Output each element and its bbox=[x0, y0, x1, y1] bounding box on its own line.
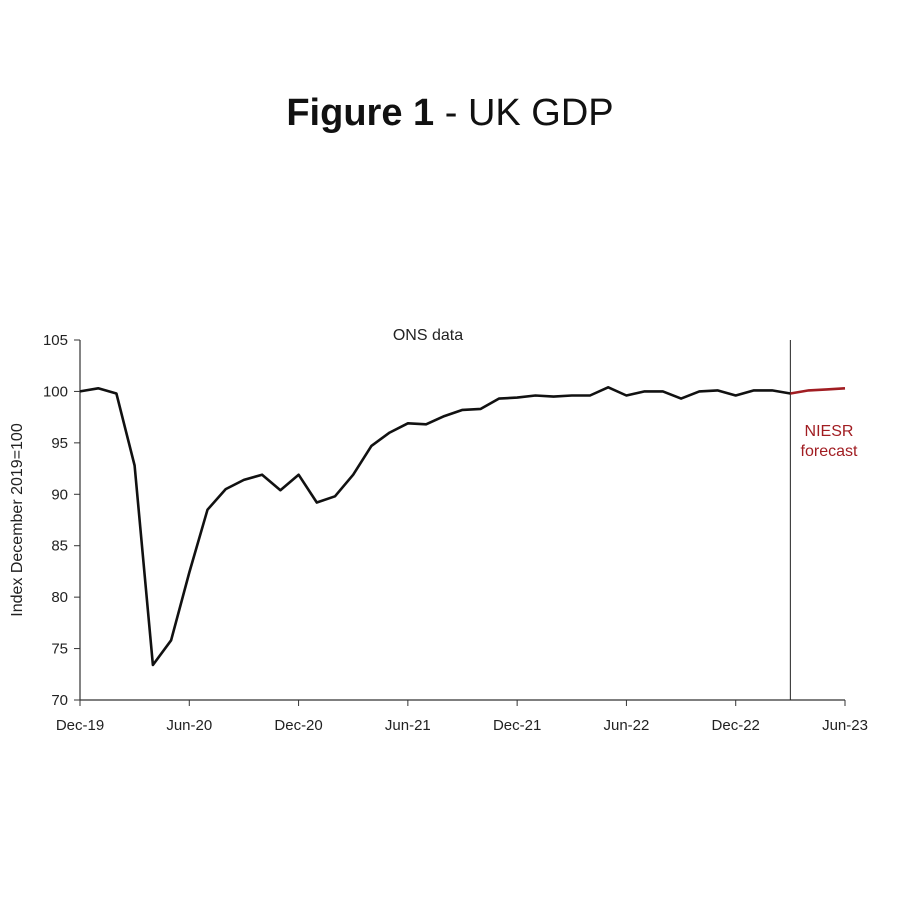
x-axis: Dec-19 Jun-20 Dec-20 Jun-21 Dec-21 Jun-22 Dec-… bbox=[56, 699, 868, 734]
annotation-forecast-line1: NIESR bbox=[805, 423, 854, 440]
y-tick-label: 90 bbox=[51, 486, 68, 503]
figure-title-text: UK GDP bbox=[467, 92, 614, 134]
x-tick-label: Dec-19 bbox=[56, 717, 104, 734]
y-tick-label: 105 bbox=[43, 332, 68, 349]
x-tick-label: Dec-20 bbox=[274, 717, 322, 734]
y-tick-label: 75 bbox=[51, 641, 68, 658]
y-tick-label: 100 bbox=[43, 383, 68, 400]
y-tick-label: 80 bbox=[51, 589, 68, 606]
x-tick-label: Jun-22 bbox=[603, 717, 649, 734]
figure-title: Figure 1 - UK GDP bbox=[0, 92, 900, 135]
y-axis-label: Index December 2019=100 bbox=[9, 423, 26, 617]
figure-title-bold: Figure 1 bbox=[286, 92, 435, 134]
y-tick-label: 70 bbox=[51, 692, 68, 709]
y-tick-label: 85 bbox=[51, 538, 68, 555]
x-tick-label: Dec-22 bbox=[712, 717, 760, 734]
y-axis: 70 75 80 85 90 95 100 105 bbox=[43, 332, 81, 709]
x-tick-label: Jun-21 bbox=[385, 717, 431, 734]
x-tick-label: Jun-20 bbox=[166, 717, 212, 734]
annotation-ons-data: ONS data bbox=[393, 327, 463, 344]
x-tick-label: Dec-21 bbox=[493, 717, 541, 734]
series-line-ons-data bbox=[79, 386, 791, 667]
annotation-forecast-line2: forecast bbox=[801, 443, 858, 460]
figure-title-separator: - bbox=[434, 92, 468, 134]
x-tick-label: Jun-23 bbox=[822, 717, 868, 734]
y-tick-label: 95 bbox=[51, 435, 68, 452]
series-line-niesr-forecast bbox=[790, 387, 846, 395]
